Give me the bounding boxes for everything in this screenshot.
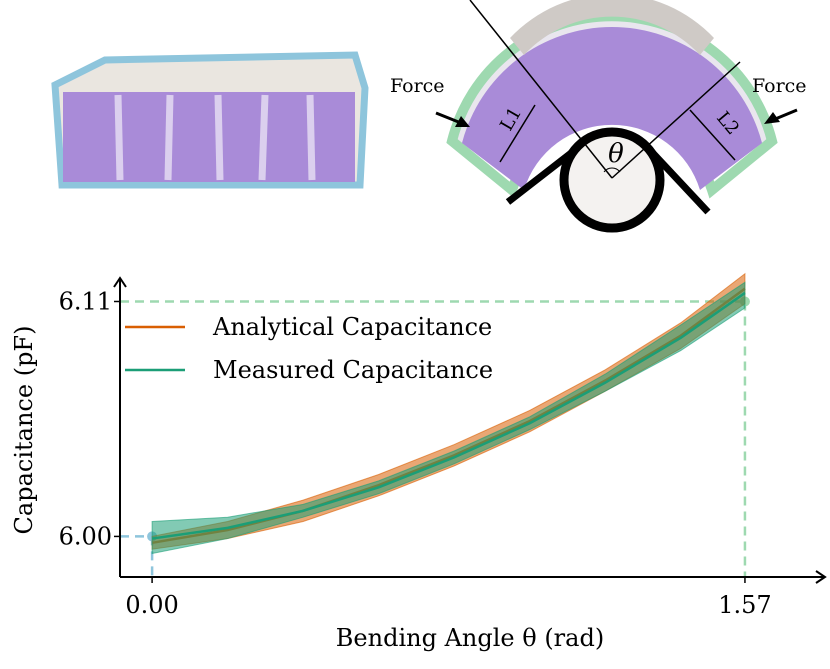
x-axis-arrow	[815, 570, 827, 584]
y-tick-label: 6.11	[59, 287, 112, 315]
straight-sensor-photo	[51, 51, 369, 189]
legend-label: Analytical Capacitance	[212, 313, 492, 341]
series-line	[151, 291, 746, 540]
legend-label: Measured Capacitance	[213, 356, 493, 384]
angle-label: θ	[608, 139, 624, 169]
chart: 6.00 6.11 0.00 1.57 Analytical Capacitance Me…	[59, 272, 827, 619]
force-label: Force	[752, 75, 807, 97]
x-tick-label: 1.57	[718, 591, 771, 619]
y-axis-arrow	[113, 276, 127, 288]
x-axis-label: Bending Angle θ (rad)	[336, 624, 604, 652]
confidence-band	[151, 281, 746, 555]
x-tick-label: 0.00	[125, 591, 178, 619]
bent-sensor-photo: Force Force L1 L2 θ	[390, 0, 807, 233]
y-axis-label: Capacitance (pF)	[10, 326, 38, 535]
y-tick-label: 6.00	[59, 522, 112, 550]
force-label: Force	[390, 75, 445, 97]
